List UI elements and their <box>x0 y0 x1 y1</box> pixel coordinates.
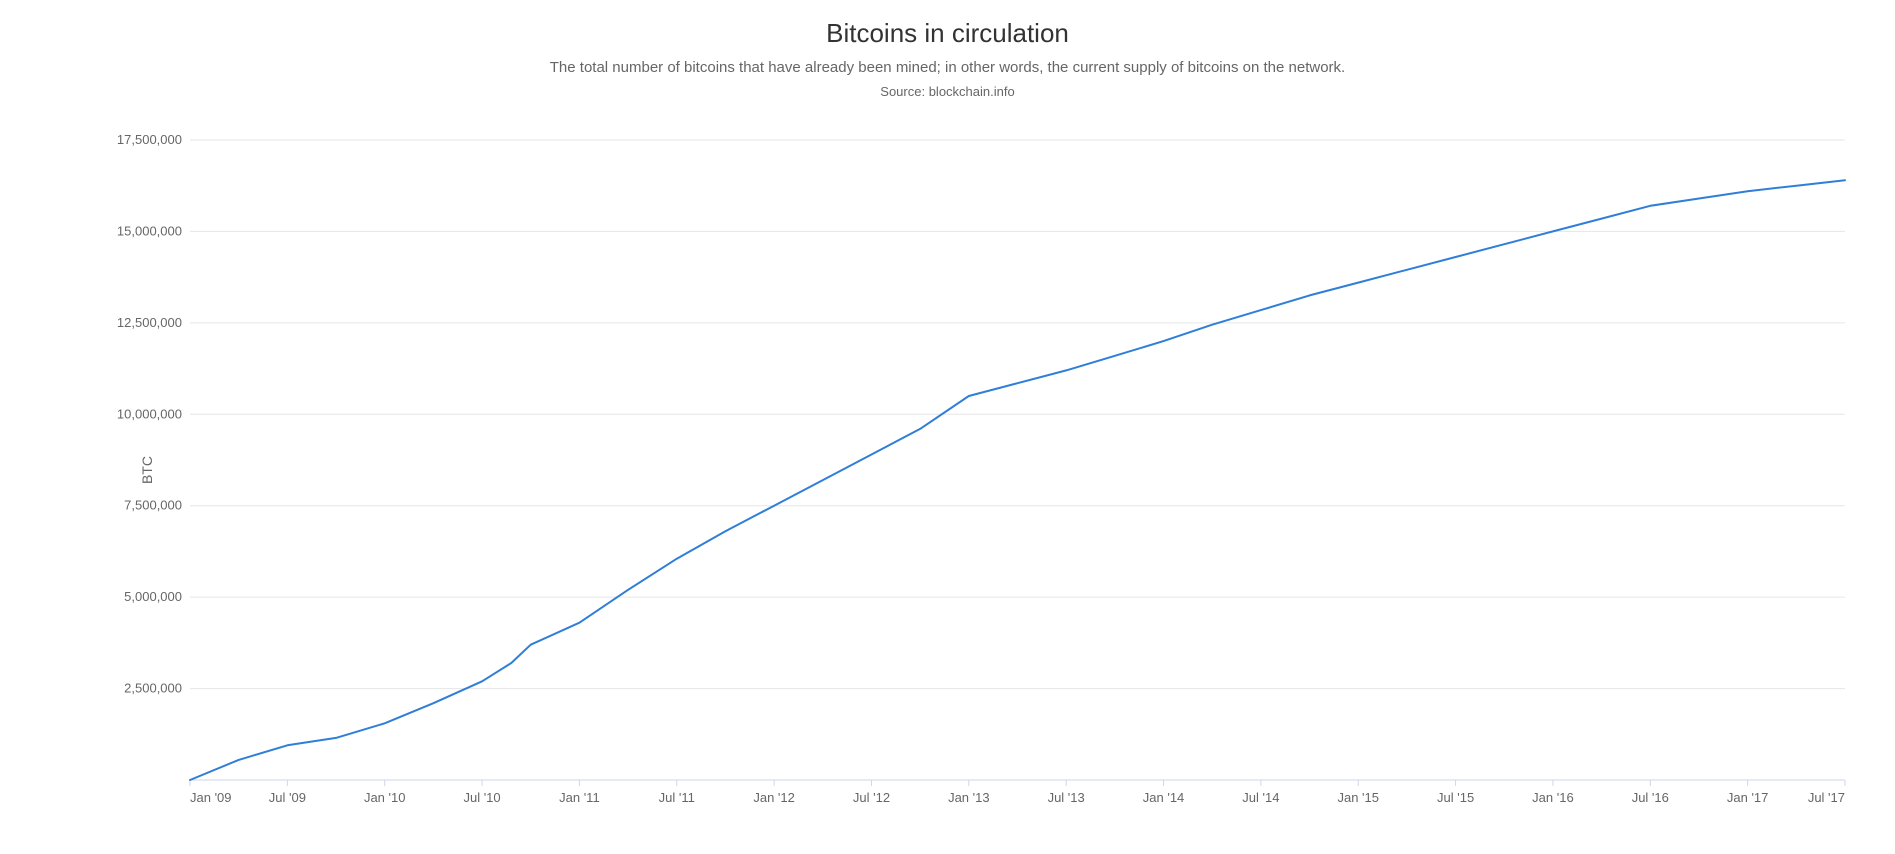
y-tick-label: 17,500,000 <box>117 132 182 147</box>
x-tick-label: Jan '13 <box>948 790 990 805</box>
y-tick-label: 7,500,000 <box>124 498 182 513</box>
x-tick-label: Jul '12 <box>853 790 890 805</box>
x-tick-label: Jan '09 <box>190 790 232 805</box>
x-tick-label: Jul '15 <box>1437 790 1474 805</box>
data-series-line <box>190 180 1845 780</box>
x-tick-label: Jan '16 <box>1532 790 1574 805</box>
y-tick-label: 12,500,000 <box>117 315 182 330</box>
y-tick-label: 5,000,000 <box>124 589 182 604</box>
plot-area[interactable]: BTC 2,500,000 5,000,000 7,500,000 10,000,00… <box>115 130 1865 810</box>
x-tick-label: Jul '13 <box>1048 790 1085 805</box>
chart-source: Source: blockchain.info <box>0 84 1895 99</box>
chart-svg: 2,500,000 5,000,000 7,500,000 10,000,000 12,… <box>115 130 1865 810</box>
x-tick-label: Jan '10 <box>364 790 406 805</box>
x-tick-label: Jan '14 <box>1143 790 1185 805</box>
y-tick-label: 2,500,000 <box>124 681 182 696</box>
x-tick-label: Jul '14 <box>1242 790 1279 805</box>
y-tick-label: 15,000,000 <box>117 223 182 238</box>
chart-subtitle: The total number of bitcoins that have a… <box>0 59 1895 76</box>
x-tick-label: Jul '17 <box>1808 790 1845 805</box>
y-axis-label: BTC <box>139 456 155 484</box>
x-tick-label: Jan '12 <box>753 790 795 805</box>
x-tick-label: Jul '16 <box>1632 790 1669 805</box>
x-tick-label: Jan '11 <box>559 790 600 805</box>
x-tick-label: Jan '17 <box>1727 790 1769 805</box>
x-tick-label: Jan '15 <box>1337 790 1379 805</box>
y-tick-label: 10,000,000 <box>117 406 182 421</box>
chart-title: Bitcoins in circulation <box>0 0 1895 49</box>
chart-container: Bitcoins in circulation The total number… <box>0 0 1895 854</box>
x-tick-label: Jul '11 <box>659 790 695 805</box>
x-tick-label: Jul '09 <box>269 790 306 805</box>
x-tick-label: Jul '10 <box>463 790 500 805</box>
